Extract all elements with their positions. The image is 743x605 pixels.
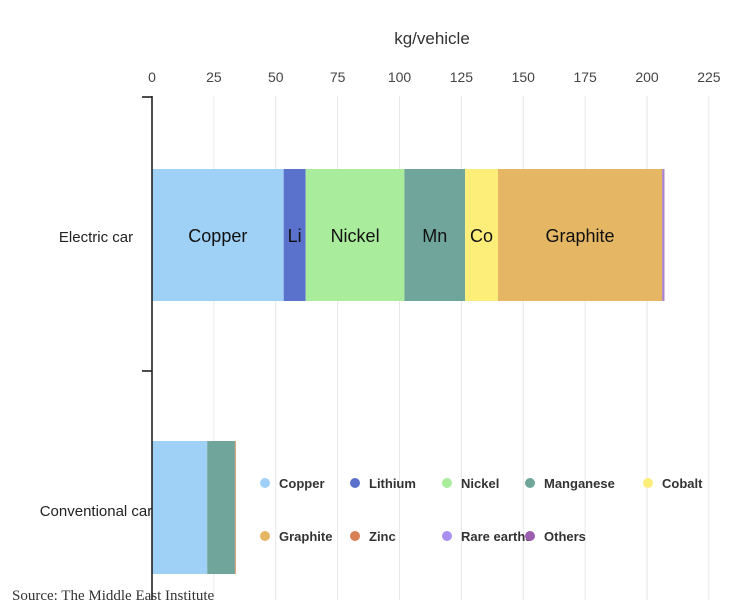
bar-electric-car-nickel <box>305 169 405 301</box>
legend-label-others: Others <box>544 529 586 544</box>
legend-marker-others <box>525 531 535 541</box>
x-tick-label-0: 0 <box>148 69 156 85</box>
legend-label-lithium: Lithium <box>369 476 416 491</box>
legend: Copper Lithium Nickel Manganese Cobalt Graphi… <box>260 476 703 544</box>
category-label-electric-car: Electric car <box>59 229 133 246</box>
bar-conventional-car-manganese <box>207 441 235 574</box>
legend-label-manganese: Manganese <box>544 476 615 491</box>
x-tick-label-150: 150 <box>512 69 536 85</box>
legend-label-copper: Copper <box>279 476 325 491</box>
bar-electric-car-lithium <box>283 169 306 301</box>
legend-marker-rare-earths <box>442 531 452 541</box>
legend-label-graphite: Graphite <box>279 529 332 544</box>
legend-label-rare-earths: Rare earths <box>461 529 533 544</box>
bar-conventional-car-zinc <box>234 441 236 574</box>
segment-label-copper: Copper <box>188 226 247 246</box>
segment-label-graphite: Graphite <box>546 226 615 246</box>
segment-label-lithium: Li <box>288 226 302 246</box>
x-tick-label-125: 125 <box>450 69 474 85</box>
y-axis: Electric car Conventional car <box>40 96 153 600</box>
legend-marker-lithium <box>350 478 360 488</box>
legend-marker-copper <box>260 478 270 488</box>
legend-label-cobalt: Cobalt <box>662 476 703 491</box>
bar-electric-car-rare-earths <box>662 169 664 301</box>
legend-label-zinc: Zinc <box>369 529 396 544</box>
bar-electric-car-cobalt <box>465 169 499 301</box>
legend-label-nickel: Nickel <box>461 476 499 491</box>
bar-electric-car-manganese <box>404 169 466 301</box>
x-tick-label-25: 25 <box>206 69 222 85</box>
legend-marker-zinc <box>350 531 360 541</box>
segment-label-nickel: Nickel <box>331 226 380 246</box>
bar-electric-car-graphite <box>498 169 663 301</box>
segment-label-cobalt: Co <box>470 226 493 246</box>
x-tick-label-100: 100 <box>388 69 412 85</box>
x-tick-label-225: 225 <box>697 69 721 85</box>
bar-electric-car-copper <box>152 169 284 301</box>
x-axis-title: kg/vehicle <box>394 29 470 48</box>
x-tick-label-50: 50 <box>268 69 284 85</box>
legend-marker-cobalt <box>643 478 653 488</box>
category-label-conventional-car: Conventional car <box>40 503 153 520</box>
bar-conventional-car-copper <box>152 441 208 574</box>
legend-marker-nickel <box>442 478 452 488</box>
bar-electric-car-others <box>663 169 665 301</box>
x-axis-ticks: 0 25 50 75 100 125 150 175 200 225 <box>148 69 721 85</box>
legend-marker-manganese <box>525 478 535 488</box>
x-tick-label-200: 200 <box>635 69 659 85</box>
bars: Copper Li Nickel Mn Co Graphite <box>152 169 665 574</box>
segment-label-manganese: Mn <box>422 226 447 246</box>
x-tick-label-175: 175 <box>573 69 597 85</box>
legend-marker-graphite <box>260 531 270 541</box>
source-note: Source: The Middle East Institute <box>12 588 215 604</box>
x-tick-label-75: 75 <box>330 69 346 85</box>
